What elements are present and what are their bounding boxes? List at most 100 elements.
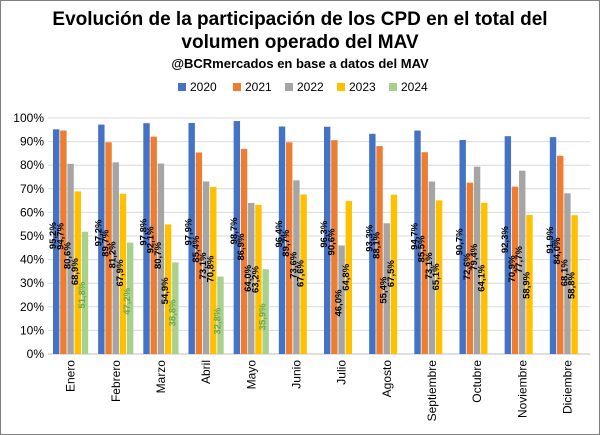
data-label: 73,6% <box>288 251 299 278</box>
data-label: 55,4% <box>379 276 390 303</box>
bar-2022 <box>157 163 165 354</box>
bar-2022 <box>564 193 571 354</box>
bar-2023 <box>164 224 172 354</box>
data-label: 95,2% <box>48 222 59 249</box>
data-label: 73,1% <box>424 252 435 279</box>
data-label: 77,7% <box>514 246 525 273</box>
data-label: 90,6% <box>326 228 337 255</box>
bar-2021 <box>511 186 519 354</box>
bar-2020 <box>369 133 376 354</box>
y-tick-label: 30% <box>20 276 44 290</box>
x-tick-label: Septiembre <box>425 360 439 422</box>
y-tick-label: 20% <box>20 300 44 314</box>
x-tick-label: Julio <box>335 360 349 385</box>
bars <box>52 121 578 355</box>
bar-2022 <box>202 181 210 354</box>
y-tick-label: 100% <box>13 111 44 125</box>
bar-2020 <box>233 121 241 355</box>
data-label: 93,3% <box>364 224 375 251</box>
data-label: 68,1% <box>559 259 570 286</box>
y-tick-label: 50% <box>20 229 44 243</box>
legend-swatch <box>337 83 345 91</box>
data-label: 67,9% <box>115 259 126 286</box>
legend-label: 2021 <box>245 80 272 94</box>
data-label: 67,6% <box>296 259 307 286</box>
bar-2021 <box>286 142 293 354</box>
data-label: 46,0% <box>334 289 345 316</box>
bar-2020 <box>504 136 512 354</box>
data-label: 90,7% <box>455 228 466 255</box>
data-label: 86,9% <box>236 233 247 260</box>
y-axis: 0% 10% 20% 30% 40% 50% 60% 70% 80% 90% 100% <box>13 111 44 361</box>
legend-swatch <box>389 83 397 91</box>
bar-2020 <box>549 137 557 354</box>
bar-2020 <box>414 130 421 354</box>
bar-2022 <box>519 170 526 354</box>
bar-2023 <box>390 194 398 354</box>
data-label: 58,9% <box>521 271 532 298</box>
bar-2022 <box>248 202 255 354</box>
bar-2020 <box>98 124 105 354</box>
data-label: 51,8% <box>77 281 88 308</box>
bar-2021 <box>195 152 203 354</box>
data-label: 32,8% <box>212 307 223 334</box>
data-label: 92,3% <box>500 226 511 253</box>
data-label: 98,7% <box>229 217 240 244</box>
legend-label: 2023 <box>349 80 376 94</box>
bar-2020 <box>143 123 150 354</box>
bar-2024 <box>172 262 179 354</box>
data-labels: 95,2%94,7%80,6%68,9%51,8%97,2%89,7%81,2%… <box>48 217 577 335</box>
data-label: 67,5% <box>386 260 397 287</box>
bar-2022 <box>112 162 119 354</box>
data-label: 89,7% <box>281 229 292 256</box>
data-label: 73,1% <box>198 252 209 279</box>
x-axis: Enero Febrero Marzo Abril Mayo Junio Julio Agos… <box>64 360 575 422</box>
data-label: 84,0% <box>552 237 563 264</box>
bar-2023 <box>119 193 127 354</box>
legend-label: 2022 <box>297 80 324 94</box>
data-label: 85,4% <box>191 235 202 262</box>
bar-2023 <box>300 194 307 354</box>
x-tick-label: Marzo <box>154 360 168 394</box>
data-label: 72,6% <box>462 253 473 280</box>
y-tick-label: 0% <box>27 347 45 361</box>
bar-2023 <box>74 191 81 354</box>
bar-2022 <box>428 181 436 354</box>
legend-label: 2020 <box>190 80 217 94</box>
bar-2023 <box>210 186 217 354</box>
bar-2023 <box>345 201 352 354</box>
legend-label: 2024 <box>401 80 428 94</box>
bar-2024 <box>126 242 134 354</box>
data-label: 64,0% <box>243 264 254 291</box>
x-tick-label: Noviembre <box>515 360 529 418</box>
bar-2020 <box>323 126 331 355</box>
data-label: 80,7% <box>153 242 164 269</box>
x-tick-label: Octubre <box>470 360 484 403</box>
y-tick-label: 70% <box>20 182 44 196</box>
bar-2021 <box>60 130 67 354</box>
bar-2021 <box>466 182 474 354</box>
bar-2021 <box>557 155 564 354</box>
x-tick-label: Enero <box>64 360 78 392</box>
data-label: 89,7% <box>101 229 112 256</box>
bar-2022 <box>473 166 481 354</box>
data-label: 81,2% <box>108 241 119 268</box>
bar-2021 <box>421 152 428 354</box>
y-tick-label: 10% <box>20 323 44 337</box>
data-label: 96,3% <box>319 220 330 247</box>
x-tick-label: Diciembre <box>560 360 574 414</box>
bar-2023 <box>435 200 443 354</box>
bar-2021 <box>150 136 157 354</box>
x-tick-label: Junio <box>289 360 303 389</box>
legend-swatch <box>285 83 293 91</box>
data-label: 54,9% <box>160 277 171 304</box>
data-label: 94,7% <box>55 222 66 249</box>
data-label: 35,9% <box>258 303 269 330</box>
data-label: 58,8% <box>567 271 578 298</box>
bar-2020 <box>52 129 60 354</box>
data-label: 97,9% <box>184 218 195 245</box>
bar-2020 <box>459 139 466 354</box>
bar-2023 <box>481 202 488 354</box>
chart-subtitle: @BCRmercados en base a datos del MAV <box>171 56 429 71</box>
